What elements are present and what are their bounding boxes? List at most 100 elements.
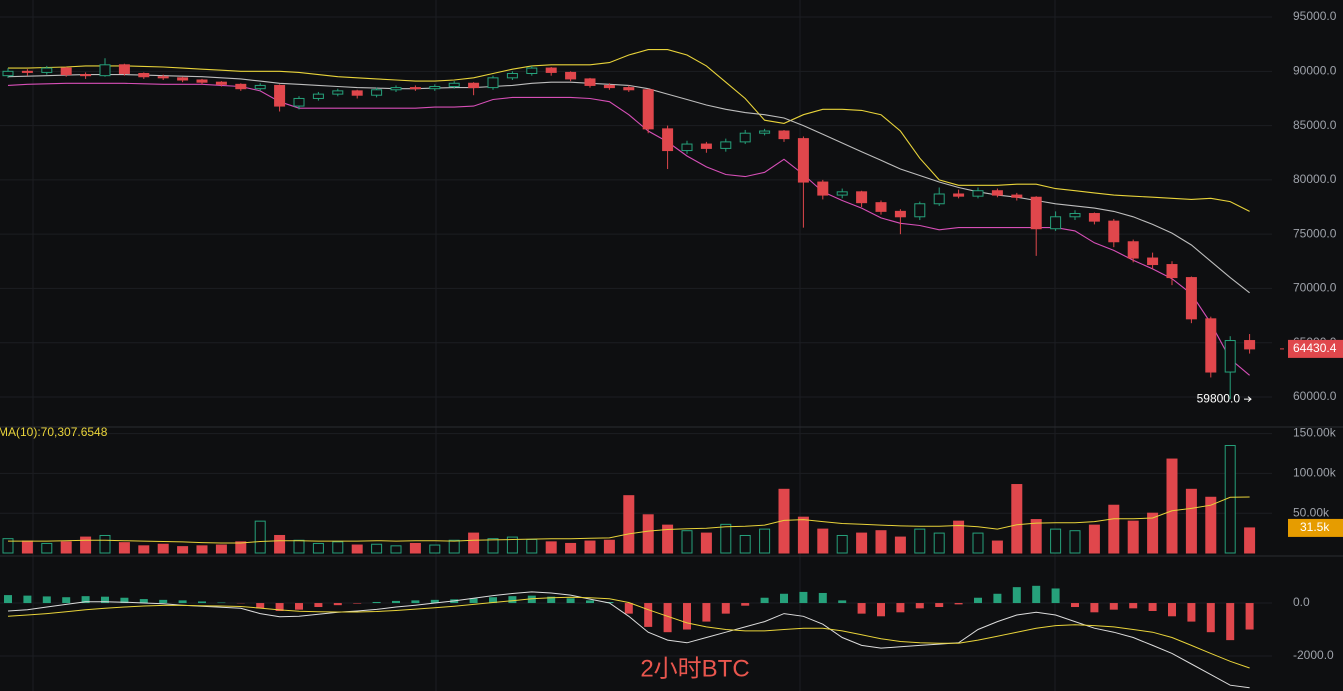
- candle-body: [60, 67, 72, 76]
- bollinger-line: [7, 82, 1250, 376]
- candle-body: [177, 77, 189, 81]
- candle-body: [778, 130, 790, 140]
- macd-bar: [527, 595, 536, 604]
- volume-ma-line: [8, 496, 1250, 544]
- macd-bar: [1148, 603, 1157, 611]
- macd-bar: [333, 603, 342, 606]
- volume-bar: [603, 539, 615, 554]
- volume-bar: [642, 514, 654, 554]
- macd-bar: [799, 591, 808, 604]
- candle-body: [118, 64, 130, 74]
- macd-bar: [81, 596, 90, 604]
- y-tick-label: 100.00k: [1293, 466, 1337, 480]
- macd-bar: [139, 599, 148, 604]
- macd-bar: [915, 603, 924, 609]
- watermark: 2小时BTC: [640, 655, 749, 682]
- macd-bar: [256, 603, 265, 609]
- macd-bar: [741, 603, 750, 606]
- candle-body: [1147, 257, 1159, 266]
- candle-body: [720, 141, 732, 149]
- candle-body: [662, 128, 674, 152]
- volume-bar: [371, 543, 383, 554]
- volume-bar: [584, 540, 596, 554]
- candle-body: [1224, 340, 1236, 373]
- macd-bar: [120, 597, 129, 604]
- macd-bar: [935, 603, 944, 608]
- macd-bar: [430, 599, 439, 604]
- candle-body: [254, 84, 266, 90]
- macd-bar: [586, 600, 594, 604]
- volume-bar: [274, 534, 286, 554]
- volume-last-label: 31.5k: [1300, 520, 1330, 534]
- macd-bar: [780, 593, 788, 604]
- candle-body: [1011, 194, 1023, 198]
- last-price-label: 64430.4: [1293, 341, 1337, 355]
- macd-bar: [1051, 588, 1060, 604]
- candle-body: [215, 81, 227, 85]
- candle-body: [235, 83, 247, 90]
- volume-bar: [545, 541, 557, 554]
- macd-bar: [818, 592, 827, 604]
- macd-bar: [178, 600, 187, 604]
- volume-bar: [662, 524, 674, 554]
- volume-bar: [1166, 458, 1178, 554]
- candle-body: [700, 143, 712, 149]
- volume-bar: [933, 532, 945, 554]
- y-tick-label: 95000.0: [1293, 9, 1337, 23]
- macd-bar: [760, 597, 769, 604]
- macd-bar: [624, 603, 633, 614]
- macd-bar: [663, 603, 672, 633]
- candle-body: [80, 74, 92, 77]
- volume-bar: [80, 536, 92, 554]
- bollinger-line: [8, 49, 1250, 212]
- macd-bar: [353, 603, 362, 604]
- macd-bar: [42, 596, 51, 604]
- candle-body: [642, 89, 654, 130]
- volume-bar: [351, 544, 363, 554]
- macd-bar: [974, 597, 982, 604]
- volume-bar: [332, 541, 344, 554]
- volume-bar: [681, 530, 693, 554]
- volume-bar: [836, 534, 848, 554]
- candle-body: [1185, 277, 1197, 320]
- y-tick-label: -2000.0: [1293, 648, 1334, 662]
- candle-body: [371, 89, 383, 96]
- candle-body: [759, 130, 771, 134]
- volume-bar: [894, 536, 906, 554]
- volume-bar: [177, 546, 189, 554]
- macd-line: [7, 596, 1250, 669]
- macd-bar: [566, 598, 575, 604]
- volume-bar: [409, 542, 421, 554]
- macd-bar: [1168, 603, 1176, 617]
- macd-bar: [1187, 603, 1196, 622]
- volume-bar: [196, 545, 208, 554]
- candle-body: [99, 64, 111, 77]
- volume-bar: [254, 520, 266, 554]
- volume-bar: [235, 541, 247, 554]
- candle-body: [2, 70, 14, 77]
- candle-body: [409, 87, 421, 90]
- macd-bar: [4, 595, 12, 604]
- macd-bar: [508, 596, 517, 604]
- volume-bar: [487, 538, 499, 554]
- macd-line: [7, 591, 1250, 689]
- candle-body: [1030, 196, 1042, 230]
- macd-bar: [877, 603, 885, 617]
- candle-body: [623, 87, 635, 91]
- volume-bar: [60, 541, 72, 554]
- macd-bar: [683, 603, 691, 630]
- macd-bar: [1109, 603, 1118, 610]
- candle-body: [138, 72, 150, 78]
- volume-bar: [21, 540, 33, 554]
- candle-body: [351, 90, 363, 96]
- candle-body: [293, 97, 305, 107]
- volume-bar: [914, 528, 926, 554]
- volume-bar: [623, 495, 635, 554]
- macd-bar: [314, 603, 323, 608]
- volume-bar: [875, 530, 887, 554]
- candle-body: [1069, 213, 1081, 218]
- y-tick-label: 0.0: [1293, 595, 1310, 609]
- candle-body: [1108, 220, 1120, 243]
- candle-body: [448, 82, 460, 88]
- macd-bar: [954, 603, 963, 605]
